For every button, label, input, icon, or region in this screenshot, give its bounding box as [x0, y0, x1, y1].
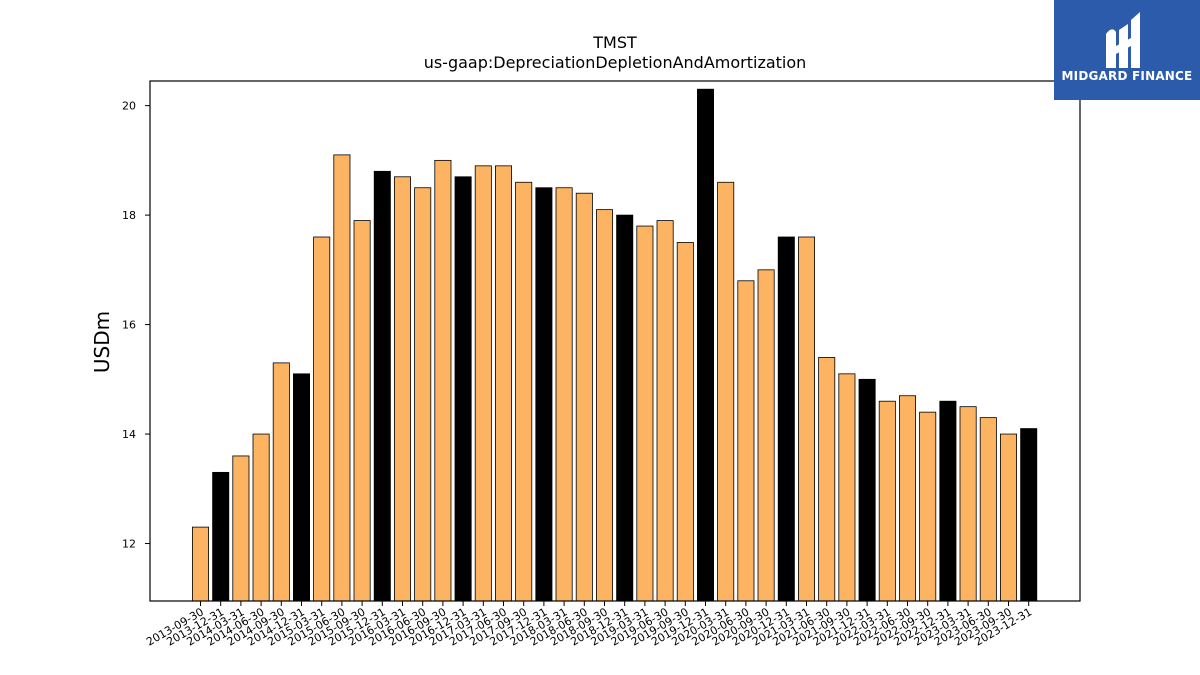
bar-2017-03-31	[474, 165, 492, 602]
bar-2021-06-30	[818, 357, 836, 602]
bar-2016-06-30	[414, 187, 432, 602]
bar-2018-03-31	[555, 187, 573, 602]
y-tick-label: 12	[122, 538, 136, 551]
bar-2015-09-30	[353, 220, 371, 602]
bar-2019-12-31	[697, 88, 715, 602]
bar-2018-12-31	[616, 214, 634, 602]
bar-2017-06-30	[494, 165, 512, 602]
bar-2021-12-31	[858, 378, 876, 602]
bar-2014-12-31	[292, 373, 310, 602]
bar-2013-09-30	[191, 526, 209, 602]
bar-2020-12-31	[777, 236, 795, 602]
bar-2018-06-30	[575, 192, 593, 602]
bar-2015-06-30	[333, 154, 351, 602]
bar-2020-03-31	[717, 181, 735, 602]
bar-2019-09-30	[676, 242, 694, 602]
bar-2013-12-31	[212, 471, 230, 602]
bars-group	[191, 88, 1038, 602]
bar-2021-03-31	[798, 236, 816, 602]
bar-2018-09-30	[596, 209, 614, 602]
logo-text: MIDGARD FINANCE	[1061, 69, 1193, 83]
y-tick-label: 14	[122, 428, 136, 441]
x-axis: 2013-09-302013-12-312014-03-312014-06-30…	[144, 601, 1034, 649]
bar-2023-09-30	[1000, 433, 1018, 602]
bar-2023-12-31	[1020, 428, 1038, 602]
bar-2017-12-31	[535, 187, 553, 602]
bar-2022-03-31	[878, 400, 896, 602]
bar-2016-03-31	[393, 176, 411, 602]
y-tick-label: 18	[122, 209, 136, 222]
chart-subtitle: us-gaap:DepreciationDepletionAndAmortiza…	[424, 53, 807, 72]
bar-2022-09-30	[919, 411, 937, 602]
bar-2015-12-31	[373, 170, 391, 602]
bar-2022-12-31	[939, 400, 957, 602]
bar-2016-12-31	[454, 176, 472, 602]
midgard-logo-icon	[1106, 12, 1140, 68]
bar-2022-06-30	[899, 395, 917, 602]
bar-2021-09-30	[838, 373, 856, 602]
bar-2014-09-30	[272, 362, 290, 602]
y-axis: 12 14 16 18 20	[122, 100, 150, 551]
y-axis-label: USDm	[90, 311, 114, 373]
bar-2020-09-30	[757, 269, 775, 602]
bar-2019-06-30	[656, 220, 674, 602]
bar-2015-03-31	[313, 236, 331, 602]
bar-2023-03-31	[959, 406, 977, 602]
bar-2019-03-31	[636, 225, 654, 602]
bar-2020-06-30	[737, 280, 755, 602]
midgard-finance-logo: MIDGARD FINANCE	[1054, 0, 1200, 100]
plot-frame	[149, 80, 1081, 602]
bar-2017-09-30	[515, 181, 533, 602]
y-tick-label: 16	[122, 319, 136, 332]
bar-2014-06-30	[252, 433, 270, 602]
bar-2016-09-30	[434, 159, 452, 602]
y-tick-label: 20	[122, 100, 136, 113]
bar-2014-03-31	[232, 455, 250, 602]
bar-2023-06-30	[979, 417, 997, 602]
chart-title: TMST	[592, 33, 637, 52]
